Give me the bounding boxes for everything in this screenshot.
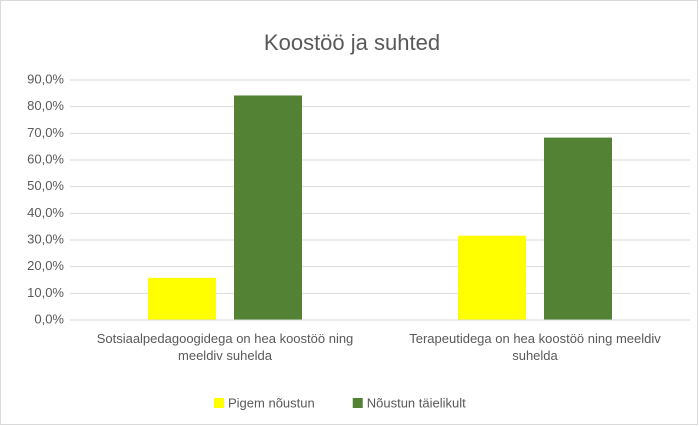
y-tick-label: 60,0% bbox=[27, 151, 64, 166]
bar bbox=[148, 277, 216, 320]
y-tick-label: 80,0% bbox=[27, 98, 64, 113]
legend-label: Nõustun täielikult bbox=[367, 395, 466, 410]
x-tick-label: Sotsiaalpedagoogidega on hea koostöö nin… bbox=[96, 331, 354, 363]
bar bbox=[458, 235, 526, 320]
bar bbox=[234, 95, 302, 320]
legend-swatch bbox=[214, 398, 224, 408]
y-tick-label: 90,0% bbox=[27, 71, 64, 86]
x-tick-label: Terapeutidega on hea koostöö ning meeldi… bbox=[409, 331, 661, 363]
y-tick-label: 40,0% bbox=[27, 205, 64, 220]
y-tick-label: 10,0% bbox=[27, 285, 64, 300]
y-tick-label: 0,0% bbox=[34, 311, 64, 326]
y-tick-label: 70,0% bbox=[27, 125, 64, 140]
y-tick-label: 30,0% bbox=[27, 231, 64, 246]
chart-title: Koostöö ja suhted bbox=[264, 30, 440, 55]
bar bbox=[544, 137, 612, 320]
legend-label: Pigem nõustun bbox=[228, 395, 315, 410]
legend-swatch bbox=[352, 398, 363, 408]
y-tick-label: 20,0% bbox=[27, 258, 64, 273]
y-tick-label: 50,0% bbox=[27, 178, 64, 193]
